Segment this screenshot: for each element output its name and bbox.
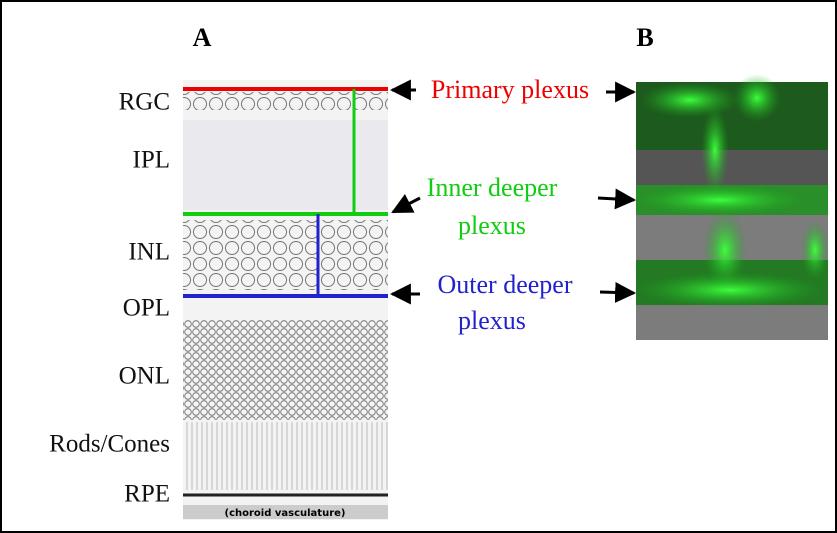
plexus-label: plexus	[458, 306, 526, 335]
plexus-label: Inner deeper	[427, 173, 558, 202]
layer-label: Rods/Cones	[49, 431, 170, 458]
panel-label: A	[193, 23, 212, 52]
choroid-label: (choroid vasculature)	[225, 508, 346, 519]
plexus-label: Outer deeper	[438, 270, 573, 299]
plexus-label: plexus	[458, 211, 526, 240]
micrograph	[630, 74, 829, 340]
panel-label: B	[636, 23, 653, 52]
layer-label: RPE	[124, 481, 170, 508]
layer-label: INL	[128, 239, 170, 266]
figure: A B (choroid vasculature) RGC IPL INL OP…	[0, 0, 837, 533]
layer-label: IPL	[133, 147, 171, 174]
retina-diagram: (choroid vasculature)	[183, 80, 388, 520]
layer-label: RGC	[119, 89, 170, 116]
layer-label: ONL	[119, 363, 170, 390]
layer-label: OPL	[123, 295, 170, 322]
plexus-label: Primary plexus	[431, 75, 589, 104]
